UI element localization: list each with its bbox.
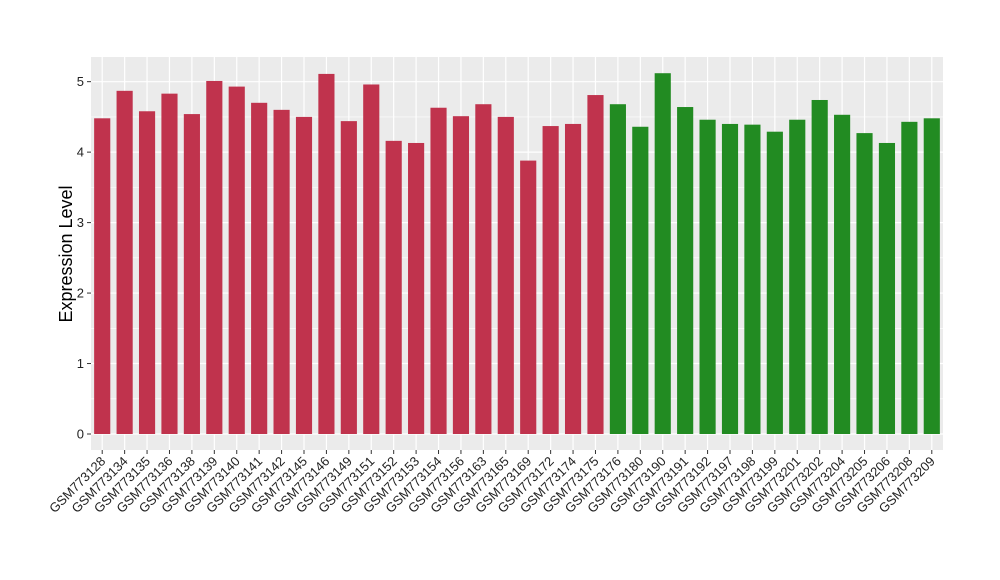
bar xyxy=(94,118,111,434)
bar xyxy=(273,109,290,434)
bar xyxy=(385,140,402,434)
bar xyxy=(878,142,896,434)
bar xyxy=(834,114,851,435)
bar xyxy=(677,107,694,435)
bar xyxy=(161,93,178,434)
bar xyxy=(340,121,357,434)
bar xyxy=(116,90,133,434)
bar xyxy=(497,116,514,435)
y-tick-label: 3 xyxy=(77,215,84,230)
bar xyxy=(564,123,582,435)
bar xyxy=(138,111,156,434)
y-axis: 0 1 2 3 4 5 xyxy=(77,74,91,442)
y-tick-label: 5 xyxy=(77,74,84,89)
bar xyxy=(452,116,470,435)
bar xyxy=(654,73,671,435)
bars-layer xyxy=(94,73,940,435)
bar xyxy=(901,121,918,435)
bar xyxy=(430,107,447,434)
bar xyxy=(183,114,200,435)
bar xyxy=(923,118,940,434)
bar xyxy=(699,119,716,435)
bar xyxy=(228,86,245,435)
bar xyxy=(475,104,492,435)
bar xyxy=(856,133,873,434)
bar xyxy=(632,126,649,434)
bar xyxy=(318,73,335,435)
y-tick-label: 2 xyxy=(77,286,84,301)
y-tick-label: 1 xyxy=(77,356,84,371)
y-tick-label: 4 xyxy=(77,145,84,160)
bar xyxy=(251,102,268,434)
bar xyxy=(408,142,425,434)
bar xyxy=(363,84,380,435)
y-tick-label: 0 xyxy=(77,427,84,442)
bar xyxy=(206,80,223,435)
bar xyxy=(789,119,806,435)
bar xyxy=(721,123,739,435)
bar xyxy=(811,99,828,434)
y-axis-title: Expression Level xyxy=(56,185,76,322)
bar xyxy=(766,131,783,435)
bar xyxy=(520,160,537,434)
bar xyxy=(295,116,313,435)
bar xyxy=(542,126,559,434)
x-axis: GSM773128GSM773134GSM773135GSM773136GSM7… xyxy=(46,450,938,516)
bar xyxy=(587,95,604,434)
bar xyxy=(609,104,626,435)
bar xyxy=(744,124,761,435)
